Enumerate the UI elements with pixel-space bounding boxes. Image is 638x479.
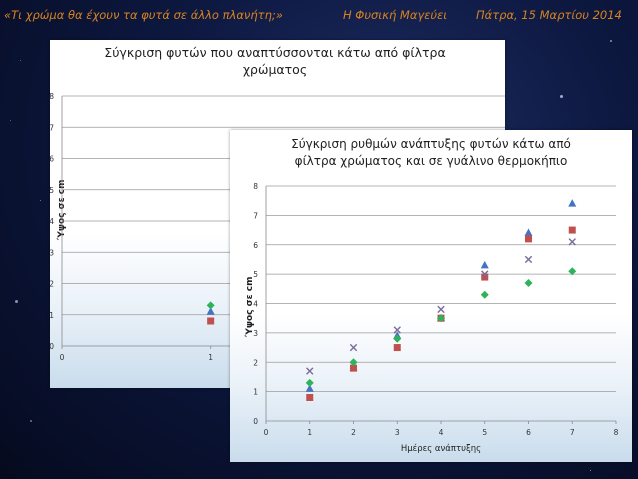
chart2-point-square — [350, 364, 357, 372]
chart2-point-triangle — [305, 384, 314, 392]
chart2-y-tick-label: 8 — [253, 182, 258, 191]
chart1-y-tick-label: 6 — [50, 155, 54, 164]
chart1-title: Σύγκριση φυτών που αναπτύσσονται κάτω απ… — [104, 45, 446, 77]
chart2-point-triangle — [524, 228, 533, 236]
chart2-y-tick-label: 4 — [253, 300, 258, 309]
chart2-x-tick-label: 2 — [351, 428, 356, 437]
chart2-y-tick-label: 5 — [253, 270, 258, 279]
chart2-x-tick-label: 7 — [570, 428, 575, 437]
chart2-x-tick-label: 3 — [395, 428, 400, 437]
chart2-point-x — [349, 343, 358, 352]
chart1-x-tick-label: 1 — [208, 353, 213, 362]
chart2-point-diamond — [568, 267, 577, 276]
chart2-point-x — [437, 305, 445, 314]
chart2-y-tick-label: 6 — [253, 241, 258, 250]
chart2-x-axis-label: Ημέρες ανάπτυξης — [400, 444, 482, 454]
chart2-point-square — [306, 394, 314, 401]
header-event: Η Φυσική Μαγεύει — [343, 8, 448, 22]
chart2-y-tick-label: 1 — [253, 388, 258, 397]
chart1-point-diamond — [206, 301, 215, 310]
chart2-point-diamond — [437, 314, 445, 323]
chart1-y-tick-label: 5 — [50, 186, 54, 195]
slide-header: «Τι χρώμα θα έχουν τα φυτά σε άλλο πλανή… — [0, 4, 638, 24]
chart1-x-tick-label: 0 — [60, 353, 65, 362]
header-date: Πάτρα, 15 Μαρτίου 2014 — [476, 8, 622, 22]
chart2-point-x — [306, 367, 314, 375]
chart2-x-tick-label: 8 — [614, 428, 619, 437]
chart2-point-x — [481, 270, 489, 278]
header-topic: «Τι χρώμα θα έχουν τα φυτά σε άλλο πλανή… — [4, 8, 283, 22]
chart2-point-x — [393, 326, 401, 334]
chart2-point-square — [393, 344, 401, 352]
chart2-y-tick-label: 7 — [253, 211, 258, 220]
chart2-x-tick-label: 5 — [482, 428, 487, 437]
chart1-y-tick-label: 8 — [50, 92, 54, 101]
chart2-x-tick-label: 1 — [307, 428, 312, 437]
chart1-y-tick-label: 1 — [50, 311, 54, 320]
chart-growth-rates: Σύγκριση ρυθμών ανάπτυξης φυτών κάτω από… — [230, 130, 632, 462]
chart2-point-diamond — [349, 358, 358, 367]
chart2-point-triangle — [568, 199, 577, 207]
chart2-point-triangle — [480, 260, 489, 269]
chart1-point-triangle — [206, 307, 215, 315]
chart1-y-tick-label: 3 — [50, 248, 54, 257]
chart2-y-tick-label: 2 — [253, 358, 258, 367]
chart2-point-diamond — [480, 290, 489, 299]
chart2-point-square — [481, 273, 489, 281]
chart1-y-tick-label: 0 — [50, 342, 54, 351]
chart2-point-diamond — [393, 334, 402, 343]
chart1-y-tick-label: 2 — [50, 280, 54, 289]
chart2-plot: 0 1 2 3 4 5 6 7 8 0 1 2 3 4 5 6 7 8 — [253, 182, 619, 437]
chart2-y-tick-label: 0 — [253, 417, 258, 426]
chart2-point-x — [524, 255, 533, 264]
chart2-point-square — [525, 235, 532, 243]
chart2-title: Σύγκριση ρυθμών ανάπτυξης φυτών κάτω από… — [291, 137, 571, 168]
chart2-point-diamond — [524, 278, 533, 287]
chart2-x-tick-label: 4 — [439, 428, 444, 437]
chart2-y-tick-label: 3 — [253, 329, 258, 338]
chart2-x-tick-label: 0 — [264, 428, 269, 437]
chart2-x-tick-label: 6 — [526, 428, 531, 437]
chart2-point-x — [568, 238, 576, 246]
chart1-point-square — [207, 317, 215, 325]
chart2-point-diamond — [305, 378, 314, 387]
chart2-point-square — [568, 226, 576, 234]
chart1-y-tick-label: 4 — [50, 217, 54, 226]
chart1-y-tick-label: 7 — [50, 123, 54, 132]
